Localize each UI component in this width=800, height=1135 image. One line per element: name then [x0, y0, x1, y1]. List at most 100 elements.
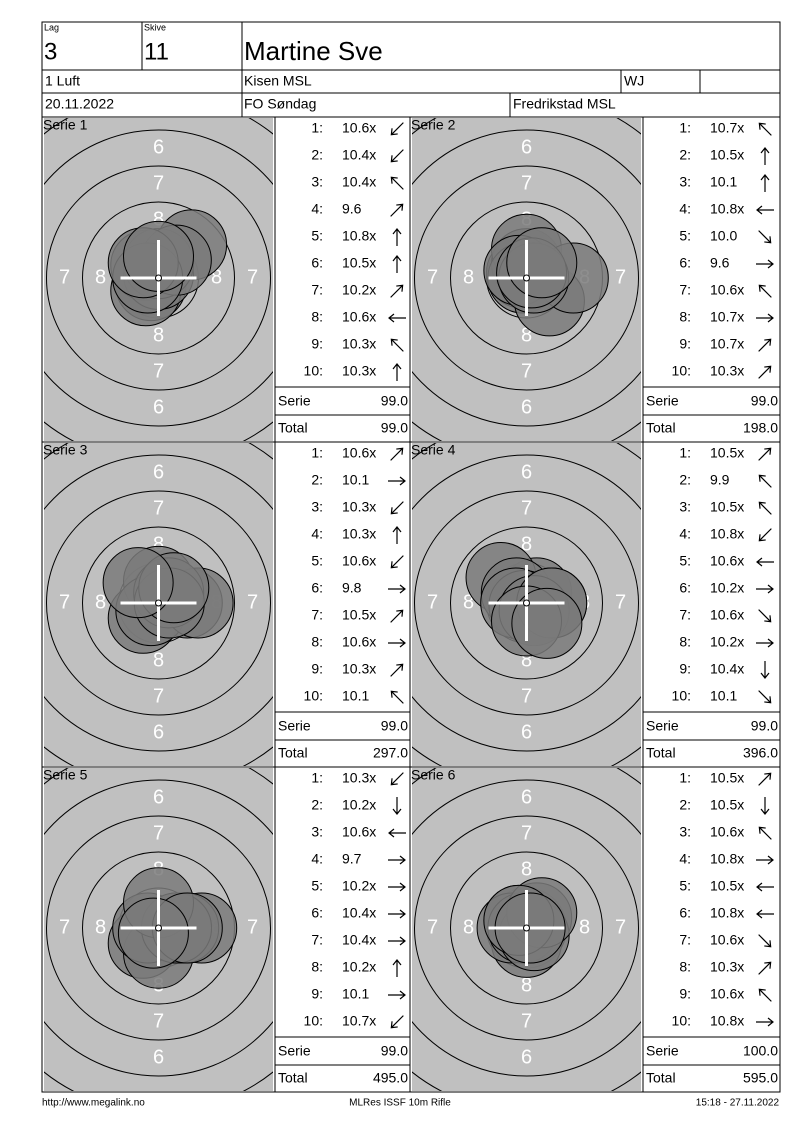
shot-score: 10.8x	[710, 1013, 744, 1029]
ring-label: 7	[59, 266, 70, 288]
club: Kisen MSL	[244, 73, 312, 89]
shot-score: 9.8	[342, 580, 362, 596]
shot-arrow	[758, 528, 772, 542]
shot-arrow	[388, 584, 406, 594]
shot-number: 2:	[311, 147, 323, 163]
shot-number: 3:	[311, 824, 323, 840]
shot-arrow	[388, 855, 406, 865]
ring	[44, 129, 273, 427]
shot-arrow	[756, 1017, 774, 1027]
shot-arrow	[756, 909, 774, 919]
ring-label: 6	[153, 136, 164, 158]
shot-arrow	[388, 638, 406, 648]
ring	[82, 201, 235, 355]
shot-arrow	[390, 690, 404, 704]
shot-score: 10.6x	[342, 309, 376, 325]
shot-number: 1:	[311, 770, 323, 786]
shot-score: 10.3x	[710, 363, 744, 379]
lag-label: Lag	[44, 22, 59, 32]
ring-label: 6	[153, 396, 164, 418]
shot-arrow	[392, 797, 402, 815]
shot-score: 10.3x	[342, 363, 376, 379]
ring	[412, 779, 641, 1077]
shot-number: 1:	[311, 445, 323, 461]
shot-arrow	[392, 255, 402, 273]
ring-label: 6	[521, 461, 532, 483]
shot-number: 5:	[311, 228, 323, 244]
event: FO Søndag	[244, 96, 316, 112]
footer-url: http://www.megalink.no	[42, 1098, 145, 1109]
shot-number: 4:	[679, 526, 691, 542]
shot-score: 10.6x	[710, 932, 744, 948]
ring-label: 8	[521, 324, 532, 346]
serie-label: Serie	[646, 393, 679, 409]
shot-score: 10.3x	[342, 661, 376, 677]
shot-number: 8:	[679, 959, 691, 975]
shot-arrow	[390, 772, 404, 786]
shot-arrow	[390, 176, 404, 190]
shot-score: 10.2x	[342, 959, 376, 975]
shot-arrow	[760, 797, 770, 815]
shot-number: 9:	[311, 661, 323, 677]
shot-score: 10.7x	[710, 336, 744, 352]
ring-label: 7	[615, 916, 626, 938]
ring	[82, 526, 235, 680]
shot-score: 10.5x	[342, 255, 376, 271]
shot-number: 10:	[672, 363, 691, 379]
shot-arrow	[390, 609, 404, 623]
ring-label: 7	[153, 685, 164, 707]
serie-score: 99.0	[381, 1043, 408, 1059]
ring	[414, 165, 639, 391]
shot-score: 10.6x	[710, 607, 744, 623]
shot-arrow	[390, 447, 404, 461]
ring-label: 7	[521, 822, 532, 844]
shot-score: 10.6x	[710, 824, 744, 840]
series-title: Serie 6	[411, 767, 456, 783]
ring-label: 8	[95, 266, 106, 288]
shot-arrow	[756, 205, 774, 215]
shot-number: 5:	[679, 553, 691, 569]
ring-label: 8	[95, 591, 106, 613]
ring-label: 8	[521, 649, 532, 671]
lag: 3	[44, 38, 57, 65]
ring-label: 6	[153, 1046, 164, 1068]
total-score: 99.0	[381, 420, 408, 436]
total-label: Total	[278, 745, 308, 761]
organizer: Fredrikstad MSL	[513, 96, 616, 112]
ring-label: 7	[427, 266, 438, 288]
shot-number: 9:	[679, 986, 691, 1002]
shot-arrow	[756, 313, 774, 323]
ring-label: 7	[615, 266, 626, 288]
shot-arrow	[756, 584, 774, 594]
date: 20.11.2022	[45, 96, 114, 112]
shot-arrow	[390, 203, 404, 217]
ring-label: 8	[95, 916, 106, 938]
shot-score: 10.5x	[710, 878, 744, 894]
shot-score: 10.1	[342, 688, 369, 704]
shot-number: 5:	[679, 228, 691, 244]
shot-arrow	[390, 555, 404, 569]
shot-score: 10.4x	[710, 661, 744, 677]
shot-arrow	[392, 526, 402, 544]
shot-score: 10.2x	[342, 797, 376, 813]
total-score: 297.0	[373, 745, 408, 761]
shot-arrow	[760, 174, 770, 192]
shot-arrow	[390, 1015, 404, 1029]
shot-number: 9:	[311, 336, 323, 352]
ring-label: 7	[521, 1010, 532, 1032]
ring	[450, 526, 603, 680]
shot-number: 7:	[679, 607, 691, 623]
class: 1 Luft	[45, 73, 80, 89]
serie-label: Serie	[646, 1043, 679, 1059]
shot-hole	[102, 547, 174, 619]
ring-label: 7	[59, 916, 70, 938]
shot-number: 7:	[311, 282, 323, 298]
ring-label: 7	[153, 497, 164, 519]
shot-number: 3:	[311, 174, 323, 190]
ring-label: 8	[521, 533, 532, 555]
total-label: Total	[278, 1070, 308, 1086]
shot-arrow	[388, 936, 406, 946]
